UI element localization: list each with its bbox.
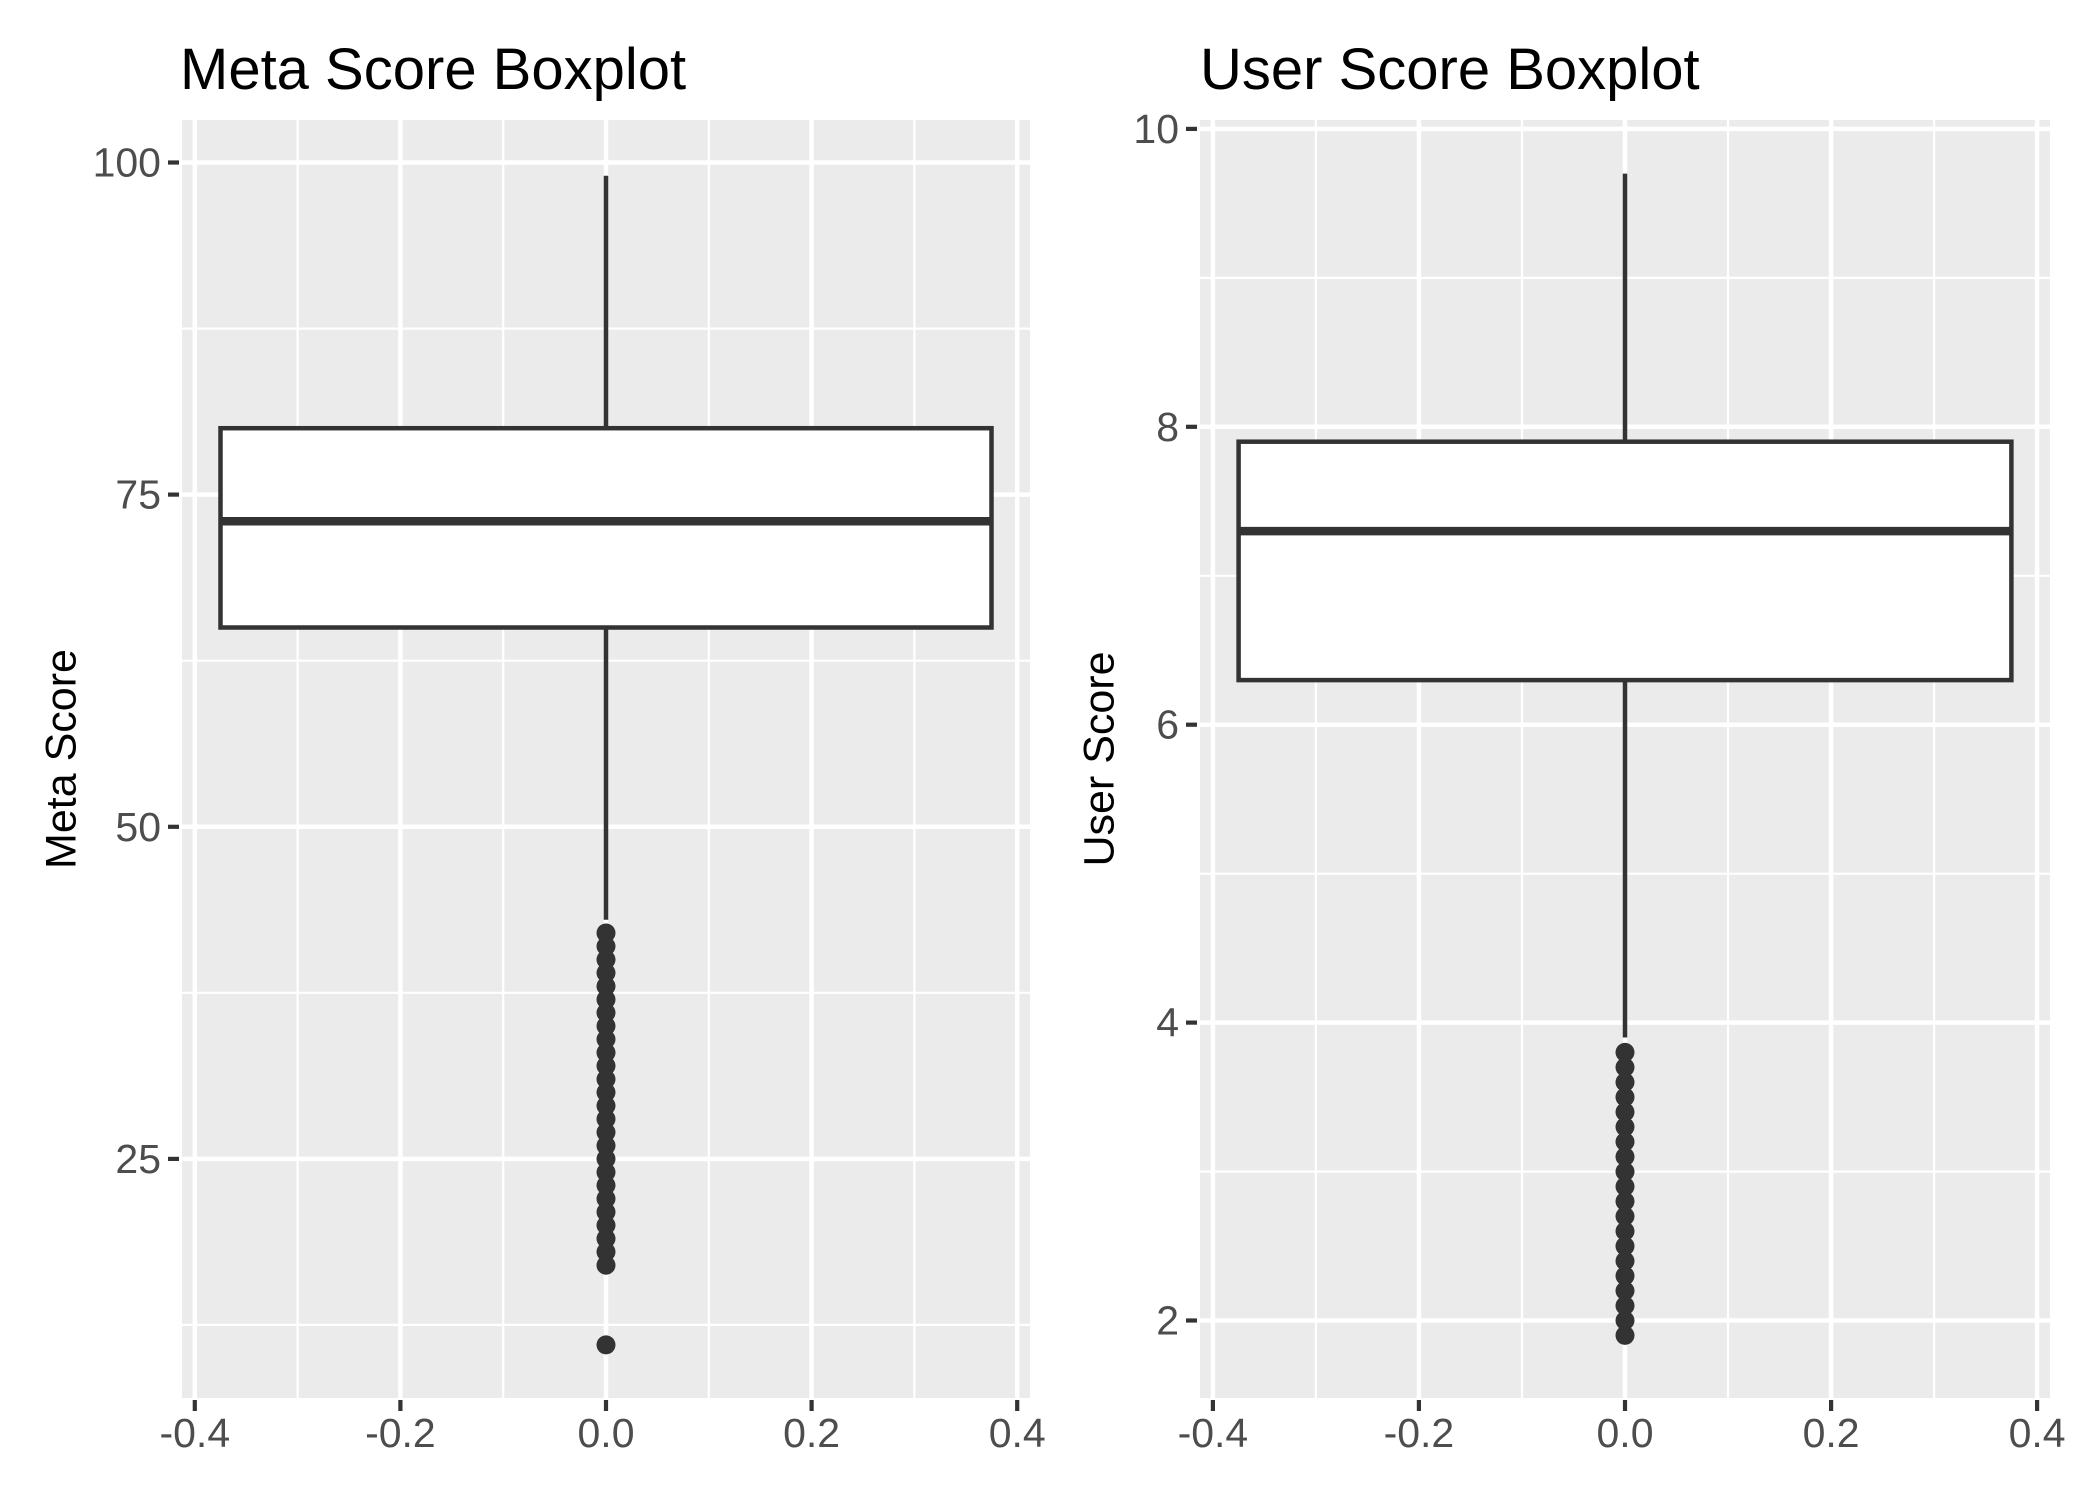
outlier-point: [596, 1149, 616, 1169]
x-tick-label: 0.4: [989, 1410, 1046, 1456]
outlier-point: [1615, 1311, 1635, 1330]
outlier-point: [1615, 1325, 1635, 1345]
outlier-point: [596, 923, 616, 943]
plot-title-meta-score: Meta Score Boxplot: [180, 37, 687, 102]
outlier-point: [1615, 1251, 1635, 1271]
y-tick-label: 75: [115, 472, 161, 518]
outlier-point: [596, 1082, 616, 1102]
outlier-point: [596, 1043, 616, 1063]
outlier-point: [596, 1136, 616, 1156]
outlier-point: [1615, 1147, 1635, 1167]
outlier-point: [596, 950, 616, 970]
outlier-point: [596, 1029, 616, 1049]
outlier-point: [596, 1189, 616, 1209]
outlier-point: [1615, 1221, 1635, 1241]
outlier-point: [1615, 1057, 1635, 1077]
outlier-point: [596, 1056, 616, 1076]
y-tick-label: 4: [1156, 1000, 1179, 1046]
x-tick-label: 0.2: [783, 1410, 840, 1456]
outlier-point: [1615, 1296, 1635, 1316]
outlier-point: [596, 963, 616, 983]
y-tick-label: 6: [1156, 702, 1179, 748]
outlier-point: [596, 1122, 616, 1142]
outlier-point: [596, 1162, 616, 1182]
iqr-box: [218, 425, 994, 630]
y-tick-label: 25: [115, 1136, 161, 1182]
x-tick-label: 0.0: [578, 1410, 635, 1456]
outlier-point: [1615, 1191, 1635, 1211]
outlier-point: [596, 1242, 616, 1262]
outlier-point: [596, 1215, 616, 1235]
y-tick-label: 8: [1156, 404, 1179, 450]
outlier-point: [1615, 1117, 1635, 1137]
iqr-box: [1236, 439, 2014, 683]
y-tick-label: 10: [1133, 106, 1179, 152]
outlier-point: [596, 1096, 616, 1116]
outlier-point: [1615, 1102, 1635, 1122]
y-tick-label: 50: [115, 804, 161, 850]
outlier-point: [1615, 1072, 1635, 1092]
outlier-point: [596, 1016, 616, 1036]
x-tick-label: 0.4: [2009, 1410, 2066, 1456]
y-tick-label: 2: [1156, 1298, 1179, 1344]
outlier-point: [1615, 1266, 1635, 1286]
x-tick-label: -0.2: [1384, 1410, 1455, 1456]
y-tick-label: 100: [93, 140, 161, 186]
outlier-point: [1615, 1162, 1635, 1182]
outlier-point: [596, 1255, 616, 1275]
outlier-point: [1615, 1177, 1635, 1196]
outlier-point: [596, 1202, 616, 1222]
outlier-point: [1615, 1281, 1635, 1301]
outlier-point: [1615, 1236, 1635, 1256]
outlier-point: [596, 1229, 616, 1249]
plot-title-user-score: User Score Boxplot: [1200, 37, 1700, 102]
outlier-point: [596, 976, 616, 996]
outlier-point: [596, 990, 616, 1009]
x-tick-label: -0.4: [1178, 1410, 1249, 1456]
x-tick-label: -0.4: [159, 1410, 230, 1456]
outlier-point: [596, 1109, 616, 1129]
outlier-point: [1615, 1042, 1635, 1062]
outlier-point: [1615, 1087, 1635, 1107]
outlier-point: [596, 1175, 616, 1195]
x-tick-label: 0.2: [1803, 1410, 1860, 1456]
outlier-point: [1615, 1132, 1635, 1152]
outlier-point: [1615, 1206, 1635, 1226]
x-tick-label: -0.2: [365, 1410, 436, 1456]
outlier-point: [596, 1003, 616, 1023]
outlier-point: [596, 1069, 616, 1089]
outlier-point: [596, 936, 616, 956]
outlier-point: [596, 1335, 616, 1355]
x-tick-label: 0.0: [1597, 1410, 1654, 1456]
